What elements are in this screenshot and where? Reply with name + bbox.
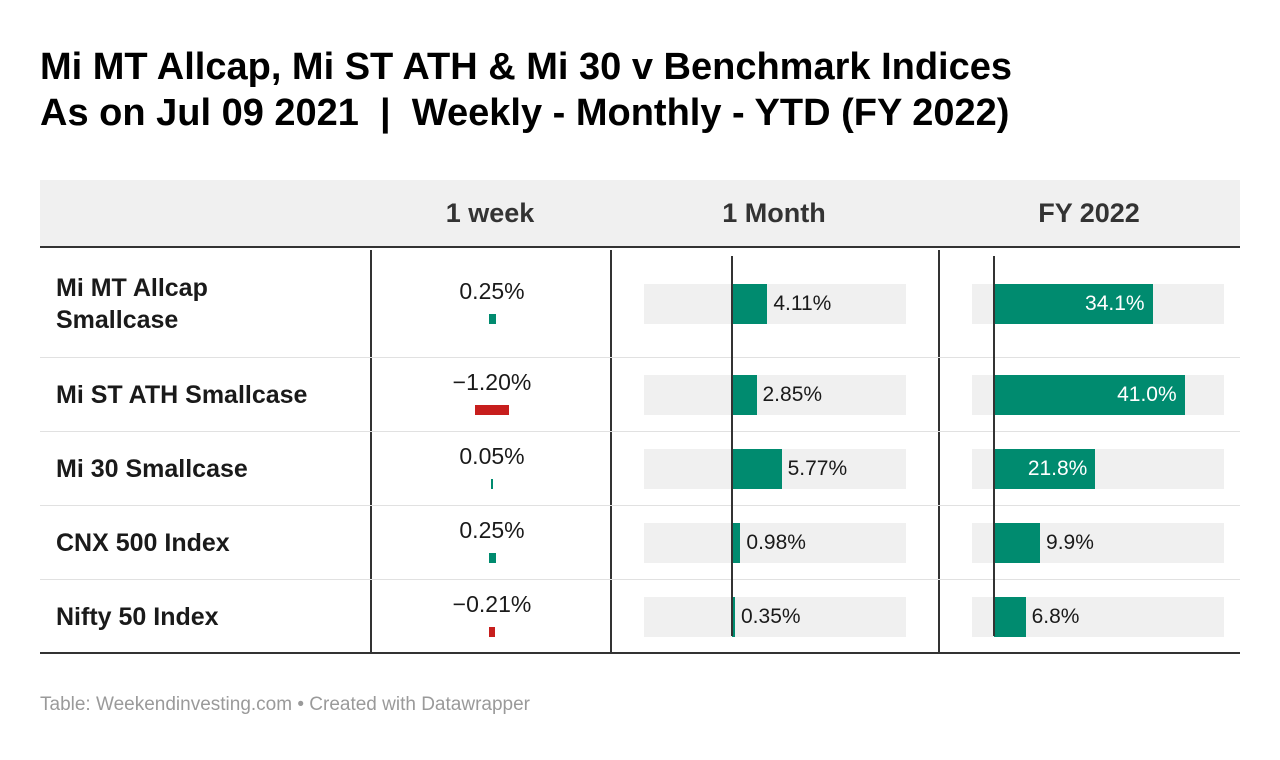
week-value: −0.21%: [452, 591, 532, 617]
month-bar: [732, 597, 735, 637]
month-bar: [732, 375, 757, 415]
column-divider: [938, 250, 940, 654]
month-value: 5.77%: [787, 457, 848, 480]
fy-zero-axis: [993, 256, 995, 636]
title-line-1: Mi MT Allcap, Mi ST ATH & Mi 30 v Benchm…: [40, 46, 1013, 88]
week-value: 0.05%: [459, 443, 525, 469]
month-zero-axis: [731, 256, 733, 636]
month-bar-track: [644, 375, 906, 415]
month-bar-track: [644, 523, 906, 563]
week-bar: [488, 553, 496, 563]
row-label: CNX 500 Index: [56, 529, 230, 557]
footer-credit: Table: Weekendinvesting.com • Created wi…: [40, 694, 530, 715]
header-1-month: 1 Month: [722, 198, 826, 228]
week-bar: [488, 314, 496, 324]
month-value: 0.98%: [746, 531, 806, 554]
column-divider: [370, 250, 372, 654]
header-fy-2022: FY 2022: [1038, 198, 1140, 228]
fy-value: 34.1%: [1085, 292, 1145, 315]
title-line-2: As on Jul 09 2021 | Weekly - Monthly - Y…: [40, 92, 1010, 134]
month-value: 4.11%: [773, 292, 832, 315]
header-1-week: 1 week: [445, 198, 535, 228]
week-value: 0.25%: [459, 517, 525, 543]
fy-bar: [994, 284, 1153, 324]
month-bar-track: [644, 284, 906, 324]
fy-bar: [994, 449, 1096, 489]
chart-title: Mi MT Allcap, Mi ST ATH & Mi 30 v Benchm…: [40, 44, 1240, 136]
table-row: [40, 250, 1240, 358]
fy-value: 21.8%: [1027, 457, 1088, 480]
fy-value: 9.9%: [1046, 531, 1094, 554]
week-bar: [489, 627, 495, 637]
fy-bar: [994, 375, 1185, 415]
row-label: Mi 30 Smallcase: [56, 455, 248, 483]
week-bar: [491, 479, 493, 489]
month-bar: [732, 284, 768, 324]
table-row: [40, 506, 1240, 580]
data-table: 1 week 1 Month FY 2022 Mi MT Allcap Smal…: [40, 180, 1240, 654]
month-value: 0.35%: [741, 605, 801, 628]
month-bar: [732, 523, 741, 563]
table-row: [40, 432, 1240, 506]
fy-value: 6.8%: [1031, 605, 1080, 628]
table-header: 1 week 1 Month FY 2022: [40, 180, 1240, 248]
table-row: [40, 358, 1240, 432]
header-blank: [40, 180, 370, 246]
week-value: −1.20%: [452, 369, 532, 395]
month-bar-track: [644, 597, 906, 637]
week-bar: [475, 405, 509, 415]
week-value: 0.25%: [459, 278, 525, 304]
table-row: [40, 580, 1240, 654]
fy-value: 41.0%: [1117, 383, 1177, 406]
row-label: Mi MT Allcap Smallcase: [56, 274, 208, 334]
fy-bar: [994, 523, 1041, 563]
row-label: Mi ST ATH Smallcase: [56, 381, 308, 409]
month-bar: [732, 449, 782, 489]
column-divider: [610, 250, 612, 654]
fy-bar: [994, 597, 1026, 637]
row-label: Nifty 50 Index: [56, 603, 219, 631]
month-value: 2.85%: [762, 383, 823, 406]
